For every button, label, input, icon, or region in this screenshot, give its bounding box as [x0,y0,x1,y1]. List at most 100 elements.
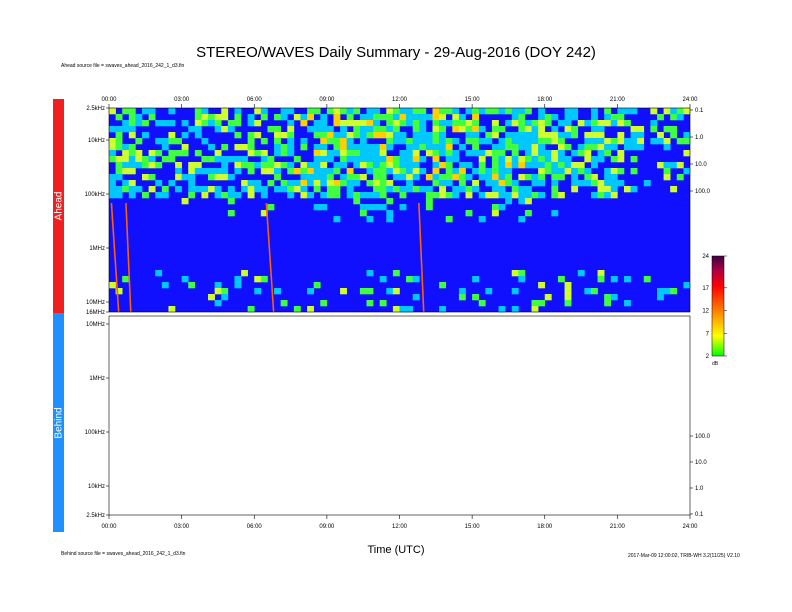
spectrogram-cell [254,162,262,169]
spectrogram-cell [419,114,427,121]
spectrogram-cell [326,186,334,193]
spectrogram-cell [656,288,664,295]
spectrogram-cell [300,120,308,127]
spectrogram-cell [320,132,328,139]
spectrogram-cell [406,120,414,127]
spectrogram-cell [518,114,526,121]
spectrogram-cell [359,120,367,127]
spectrogram-cell [656,162,664,169]
spectrogram-cell [425,132,433,139]
spectrogram-cell [109,174,116,181]
spectrogram-cell [300,144,308,151]
spectrogram-cell [491,144,499,151]
spectrogram-cell [353,192,361,199]
spectrogram-cell [260,192,268,199]
spectrogram-cell [175,186,182,193]
spectrogram-cell [122,186,130,193]
spectrogram-cell [320,144,328,151]
spectrogram-cell [551,156,559,163]
spectrogram-cell [155,192,163,199]
spectrogram-cell [419,120,427,127]
spectrogram-cell [254,120,262,127]
spectrogram-cell [280,114,288,121]
spectrogram-cell [293,156,301,163]
spectrogram-cell [175,138,182,145]
spectrogram-cell [313,162,321,169]
spectrogram-cell [287,192,295,199]
spectrogram-cell [122,156,130,163]
x-tick-label-top: 24:00 [682,97,698,103]
spectrogram-cell [359,144,367,151]
spectrogram-cell [168,120,176,127]
spectrogram-cell [313,168,321,175]
spectrogram-cell [656,138,664,145]
spectrogram-cell [425,150,433,157]
spectrogram-cell [577,150,585,157]
spectrogram-cell [287,186,295,193]
spectrogram-cell [300,114,308,121]
spectrogram-cell [445,120,453,127]
spectrogram-cell [260,168,268,175]
spectrogram-cell [234,132,242,139]
spectrogram-cell [247,132,255,139]
spectrogram-cell [531,132,539,139]
spectrogram-cell [432,144,440,151]
spectrogram-cell [670,126,678,133]
spectrogram-cell [267,204,275,211]
behind-source-label: Behind source file = swaves_ahead_2016_2… [61,551,186,557]
spectrogram-cell [359,156,367,163]
spectrogram-cell [650,138,658,145]
spectrogram-cell [458,174,466,181]
spectrogram-cell [135,150,143,157]
spectrogram-cell [320,156,328,163]
spectrogram-cell [610,120,618,127]
spectrogram-cell [584,180,592,187]
spectrogram-cell [584,138,592,145]
spectrogram-cell [386,216,394,223]
spectrogram-cell [584,168,592,175]
spectrogram-cell [683,132,691,139]
spectrogram-cell [498,144,506,151]
spectrogram-cell [577,144,585,151]
colorbar-tick-label: 12 [702,309,709,315]
spectrogram-cell [597,126,605,133]
spectrogram-cell [465,150,473,157]
spectrogram-cell [320,168,328,175]
spectrogram-cell [485,168,493,175]
spectrogram-cell [571,186,579,193]
spectrogram-cell [498,204,506,211]
spectrogram-cell [194,186,202,193]
spectrogram-cell [333,132,341,139]
spectrogram-cell [577,120,585,127]
spectrogram-cell [320,300,328,307]
spectrogram-cell [181,276,189,283]
spectrogram-cell [604,108,612,115]
spectrogram-cell [511,186,519,193]
spectrogram-cell [544,132,552,139]
spectrogram-cell [478,108,486,115]
spectrogram-cell [128,108,136,115]
spectrogram-cell [287,180,295,187]
spectrogram-cell [412,132,420,139]
spectrogram-cell [425,174,433,181]
spectrogram-cell [465,126,473,133]
spectrogram-cell [505,162,513,169]
spectrogram-cell [518,156,526,163]
spectrogram-cell [128,180,136,187]
spectrogram-cell [379,150,387,157]
spectrogram-cell [353,144,361,151]
spectrogram-cell [524,186,532,193]
spectrogram-cell [472,120,480,127]
spectrogram-cell [254,132,262,139]
spectrogram-cell [115,288,123,295]
spectrogram-cell [478,156,486,163]
spectrogram-cell [340,156,347,163]
spectrogram-cell [439,138,447,145]
spectrogram-cell [340,288,347,295]
spectrogram-cell [617,108,625,115]
spectrogram-cell [254,276,262,283]
spectrogram-cell [313,282,321,289]
spectrogram-cell [551,126,559,133]
spectrogram-cell [254,108,262,115]
spectrogram-cell [412,108,420,115]
